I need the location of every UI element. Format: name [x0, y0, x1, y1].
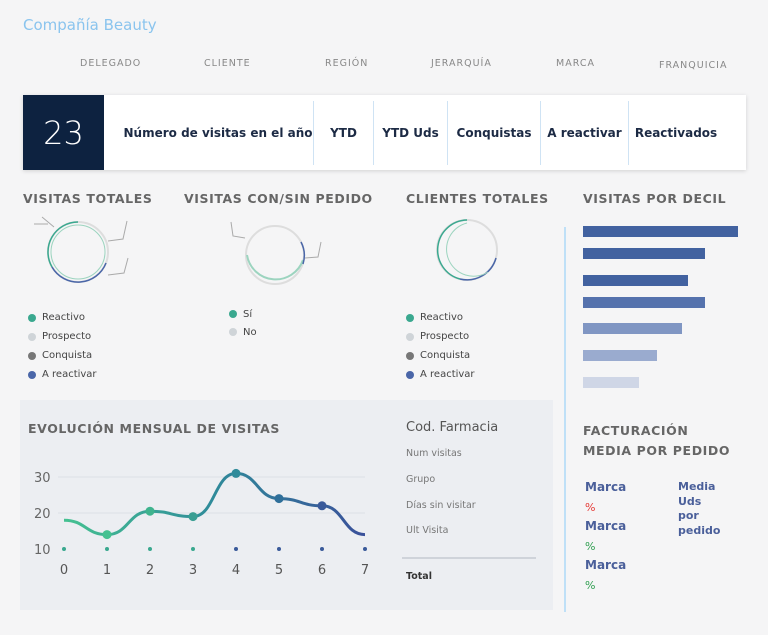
- x-tick-label: 6: [318, 563, 326, 578]
- legend-dot-icon: [229, 310, 237, 318]
- legend-dot-icon: [28, 332, 36, 341]
- data-point: [274, 494, 284, 504]
- baseline-dot: [148, 547, 152, 551]
- legend-item: Prospecto: [406, 327, 475, 346]
- facturacion-title: FACTURACIÓN MEDIA POR PEDIDO: [583, 423, 731, 458]
- evolucion-panel: EVOLUCIÓN MENSUAL DE VISITAS 10 20 30 0 1 2 3 4…: [20, 400, 553, 610]
- kpi-bar: 23 Número de visitas en el año YTD YTD U…: [23, 95, 746, 170]
- filter-delegado[interactable]: DELEGADO: [80, 58, 142, 69]
- marca-label: Marca: [585, 519, 627, 533]
- evolucion-title: EVOLUCIÓN MENSUAL DE VISITAS: [28, 421, 281, 436]
- facturacion-marcas: Marca% Marca% Marca%: [585, 478, 626, 595]
- x-tick-label: 7: [361, 563, 369, 578]
- legend-dot-icon: [406, 313, 414, 322]
- field-dias-sin-visitar: Días sin visitar: [406, 500, 476, 511]
- x-tick-label: 1: [103, 563, 111, 578]
- marca-pct: %: [585, 539, 596, 553]
- legend-dot-icon: [28, 313, 36, 322]
- marca-pct: %: [585, 578, 596, 592]
- kpi-a-reactivar[interactable]: A reactivar: [547, 125, 622, 140]
- y-tick-label: 20: [34, 507, 51, 522]
- field-num-visitas: Num visitas: [406, 448, 462, 459]
- kpi-conquistas[interactable]: Conquistas: [456, 125, 532, 140]
- filter-franquicia[interactable]: FRANQUICIA: [659, 60, 728, 71]
- x-tick-label: 2: [146, 563, 154, 578]
- legend-con-sin-pedido: Sí No: [229, 305, 257, 341]
- legend-dot-icon: [406, 351, 414, 360]
- kpi-ytd[interactable]: YTD: [330, 125, 357, 140]
- y-tick-label: 10: [34, 543, 51, 558]
- decil-bar: [583, 275, 689, 286]
- baseline-dot: [363, 547, 367, 551]
- kpi-visitas-ano[interactable]: Número de visitas en el año: [123, 125, 313, 140]
- app-title: Compañía Beauty: [23, 16, 157, 34]
- media-uds-label: Media Uds por pedido: [678, 480, 721, 537]
- legend-dot-icon: [406, 332, 414, 341]
- legend-dot-icon: [406, 370, 414, 379]
- filter-region[interactable]: REGIÓN: [325, 58, 369, 69]
- legend-item: A reactivar: [28, 365, 97, 384]
- decil-bar: [583, 248, 706, 259]
- filter-jerarquia[interactable]: JERARQUÍA: [431, 58, 492, 69]
- legend-item: Prospecto: [28, 327, 97, 346]
- baseline-dot: [191, 547, 195, 551]
- field-grupo: Grupo: [406, 474, 436, 485]
- y-tick-label: 30: [34, 471, 51, 486]
- x-tick-label: 5: [275, 563, 283, 578]
- data-point: [145, 506, 155, 516]
- marca-pct: %: [585, 500, 596, 514]
- baseline-dot: [62, 547, 66, 551]
- data-point: [317, 501, 327, 511]
- kpi-value: 23: [23, 95, 104, 170]
- legend-visitas-totales: Reactivo Prospecto Conquista A reactivar: [28, 308, 97, 384]
- baseline-dot: [320, 547, 324, 551]
- baseline-dot: [277, 547, 281, 551]
- clientes-totales-title: CLIENTES TOTALES: [406, 191, 549, 206]
- con-sin-pedido-donut: [230, 221, 322, 285]
- legend-item: No: [229, 323, 257, 341]
- decil-bar: [583, 297, 706, 308]
- farmacia-title: Cod. Farmacia: [406, 420, 499, 435]
- clientes-totales-donut: [436, 219, 498, 281]
- con-sin-pedido-title: VISITAS CON/SIN PEDIDO: [184, 191, 373, 206]
- kpi-reactivados[interactable]: Reactivados: [634, 125, 718, 140]
- field-ult-visita: Ult Visita: [406, 525, 449, 536]
- legend-dot-icon: [28, 351, 36, 360]
- field-total: Total: [406, 571, 432, 582]
- decil-bar: [583, 226, 738, 237]
- marca-label: Marca: [585, 558, 627, 572]
- legend-item: Sí: [229, 305, 257, 323]
- divider: [564, 227, 566, 612]
- legend-dot-icon: [28, 370, 36, 379]
- legend-clientes-totales: Reactivo Prospecto Conquista A reactivar: [406, 308, 475, 384]
- legend-item: Reactivo: [28, 308, 97, 327]
- legend-dot-icon: [229, 328, 237, 336]
- divider: [402, 557, 536, 559]
- legend-item: Conquista: [406, 346, 475, 365]
- filter-cliente[interactable]: CLIENTE: [204, 58, 251, 69]
- legend-item: Reactivo: [406, 308, 475, 327]
- baseline-dot: [105, 547, 109, 551]
- x-tick-label: 0: [60, 563, 68, 578]
- decil-bar: [583, 350, 658, 361]
- decil-bar: [583, 377, 639, 388]
- visitas-totales-title: VISITAS TOTALES: [23, 191, 153, 206]
- decil-bar: [583, 323, 683, 334]
- legend-item: Conquista: [28, 346, 97, 365]
- visitas-totales-donut: [34, 216, 129, 283]
- legend-item: A reactivar: [406, 365, 475, 384]
- data-point: [102, 530, 112, 540]
- kpi-ytd-uds[interactable]: YTD Uds: [382, 125, 439, 140]
- evolucion-line-chart: 10 20 30 0 1 2 3 4 5 6 7: [34, 468, 369, 578]
- data-point: [231, 468, 241, 478]
- x-tick-label: 4: [232, 563, 240, 578]
- marca-label: Marca: [585, 480, 627, 494]
- decil-title: VISITAS POR DECIL: [583, 191, 727, 206]
- x-tick-label: 3: [189, 563, 197, 578]
- baseline-dot: [234, 547, 238, 551]
- filter-marca[interactable]: MARCA: [556, 58, 595, 69]
- data-point: [188, 512, 198, 522]
